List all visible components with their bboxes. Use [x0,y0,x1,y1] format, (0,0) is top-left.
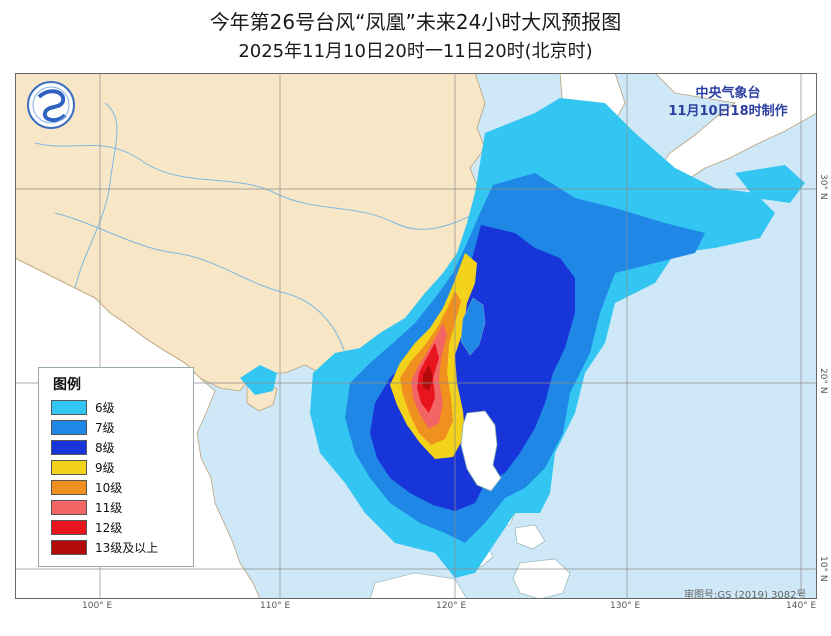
legend-label: 8级 [95,441,115,455]
legend-label: 10级 [95,481,123,495]
legend-label: 7级 [95,421,115,435]
issuer-name: 中央气象台 [695,86,761,101]
lat-label-30: 30° N [818,174,828,200]
borneo-land [369,572,468,599]
legend: 图例 6级 7级 8级 9级 10级 11级 12级 13级及以上 [38,367,194,567]
zone-6-east-patch [735,165,805,203]
legend-swatch [51,400,87,415]
lon-label-110: 110° E [260,601,291,611]
cma-logo [27,81,75,129]
legend-swatch [51,420,87,435]
legend-swatch [51,440,87,455]
map-title: 今年第26号台风“凤凰”未来24小时大风预报图 [209,10,622,34]
graticule [15,73,817,599]
lon-label-140: 140° E [786,601,817,611]
map-subtitle: 2025年11月10日20时一11日20时(北京时) [238,41,593,62]
legend-label: 9级 [95,461,115,475]
legend-label: 11级 [95,501,123,515]
zone-6-west-patch [240,365,277,395]
legend-swatch [51,480,87,495]
legend-label: 12级 [95,521,123,535]
zone-13 [423,365,433,391]
lon-label-120: 120° E [436,601,467,611]
legend-swatch [51,460,87,475]
legend-label: 6级 [95,401,115,415]
legend-swatch [51,500,87,515]
legend-label: 13级及以上 [95,541,159,555]
lon-label-130: 130° E [610,601,641,611]
lat-label-20: 20° N [818,368,828,394]
lon-label-100: 100° E [82,601,113,611]
rivers [34,102,478,354]
issuer-time: 11月10日18时制作 [668,104,788,119]
luzon-island-overlay [460,410,502,492]
map-approval-number: 审图号:GS (2019) 3082号 [684,590,807,601]
legend-swatch [51,540,87,555]
legend-title: 图例 [53,377,81,393]
taiwan-overlay [460,297,486,356]
lat-label-10: 10° N [818,556,828,582]
legend-swatch [51,520,87,535]
mindanao-island [512,558,571,599]
